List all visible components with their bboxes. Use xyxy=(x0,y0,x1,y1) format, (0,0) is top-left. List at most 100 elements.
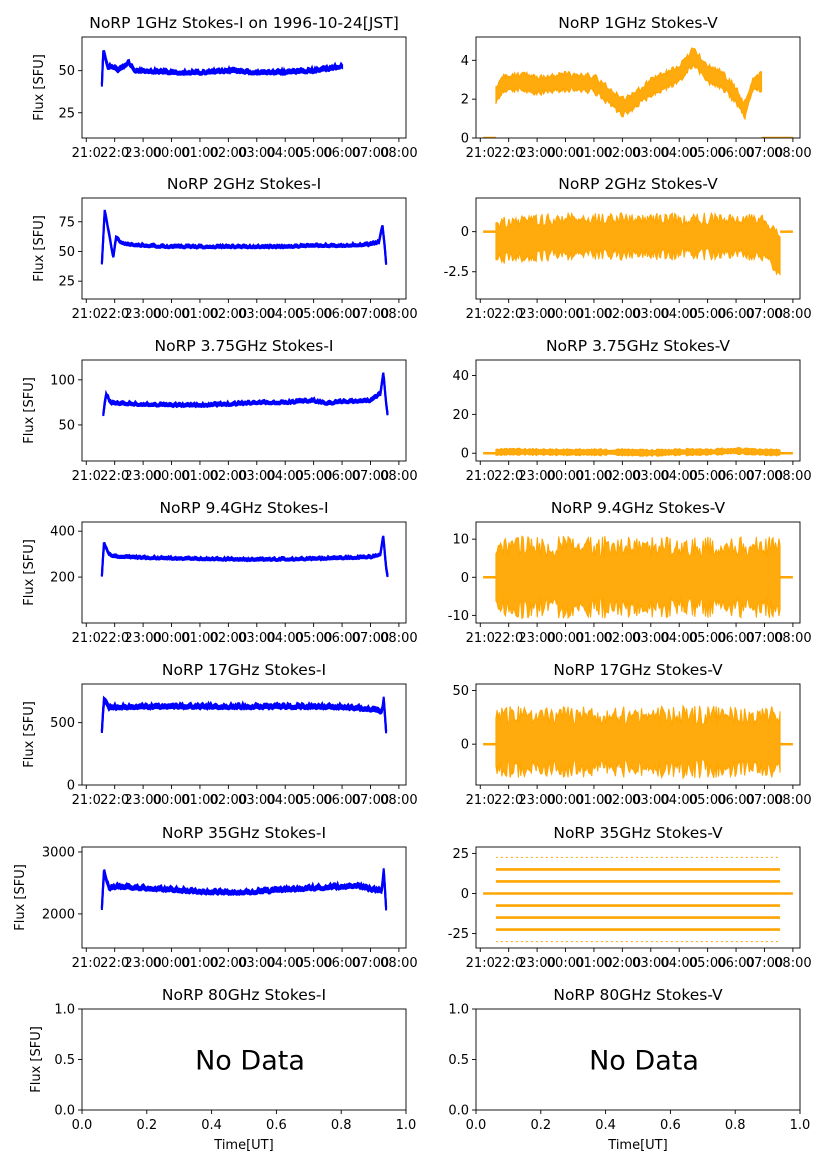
x-tick-label: 04:00 xyxy=(266,146,303,161)
y-tick-label: 20 xyxy=(452,408,469,423)
y-axis-label: Flux [SFU] xyxy=(32,54,47,121)
axes-frame xyxy=(475,359,801,462)
x-tick-label: 03:00 xyxy=(238,631,275,646)
stokes-i-trace xyxy=(100,695,388,732)
y-tick-label: 2000 xyxy=(42,907,75,922)
no-data-annotation: No Data xyxy=(195,1046,305,1077)
x-tick-label: 05:00 xyxy=(689,793,726,808)
x-tick-label: 00:00 xyxy=(153,793,190,808)
stokes-i-series xyxy=(100,696,388,734)
axes-frame xyxy=(81,521,407,624)
subplot-2: 0 2 4 21:0 22:023:0000:0001:0002:0003:0004:0… xyxy=(461,14,812,161)
subplot-title: NoRP 2GHz Stokes-V xyxy=(558,175,718,193)
subplot-6: 0 20 40 21:0 22:023:0000:0001:0002:0003:0004… xyxy=(452,337,811,484)
stokes-i-trace xyxy=(102,372,389,415)
y-tick-label: 50 xyxy=(452,684,469,699)
axes-frame xyxy=(475,197,801,300)
x-tick-label: 05:00 xyxy=(689,956,726,971)
axes-frame xyxy=(475,846,801,949)
subplot-title: NoRP 9.4GHz Stokes-I xyxy=(159,499,328,517)
y-axis-label: Flux [SFU] xyxy=(13,864,28,931)
x-tick-label: 00:00 xyxy=(547,469,584,484)
x-tick-label: 08:00 xyxy=(774,146,811,161)
x-tick-label: 05:00 xyxy=(295,793,332,808)
y-tick-label: 0 xyxy=(461,447,469,462)
x-tick-label: 04:00 xyxy=(266,631,303,646)
x-tick-label: 01:00 xyxy=(181,146,218,161)
x-tick-label: 22:0 xyxy=(494,631,523,646)
axes-frame xyxy=(81,846,407,949)
x-tick-label: 00:00 xyxy=(153,956,190,971)
y-axis-label: Flux [SFU] xyxy=(22,377,37,444)
subplot-title: NoRP 17GHz Stokes-V xyxy=(553,661,723,679)
x-tick-label: 03:00 xyxy=(632,307,669,322)
x-tick-label: 01:00 xyxy=(575,956,612,971)
x-tick-label: 23:00 xyxy=(124,146,161,161)
subplot-title: NoRP 17GHz Stokes-I xyxy=(162,661,326,679)
plot-area xyxy=(100,209,388,265)
stokes-i-series xyxy=(102,372,389,417)
y-tick-label: 0.5 xyxy=(54,1053,75,1068)
y-tick-label: 10 xyxy=(452,533,469,548)
x-tick-label: 06:00 xyxy=(717,956,754,971)
y-tick-label: 2 xyxy=(461,93,469,108)
x-tick-label: 07:00 xyxy=(746,793,783,808)
y-tick-label: 50 xyxy=(58,245,75,260)
x-tick-label: 08:00 xyxy=(380,307,417,322)
x-tick-label: 04:00 xyxy=(660,631,697,646)
x-tick-label: 02:00 xyxy=(604,146,641,161)
x-tick-label: 22:0 xyxy=(494,469,523,484)
axes-frame xyxy=(475,683,801,786)
x-tick-label: 06:00 xyxy=(323,631,360,646)
x-tick-label: 22:0 xyxy=(494,146,523,161)
y-tick-label: 50 xyxy=(58,64,75,79)
x-tick-label: 21:0 xyxy=(72,146,101,161)
x-tick-label: 02:00 xyxy=(210,469,247,484)
x-tick-label: 05:00 xyxy=(295,956,332,971)
subplot-title: NoRP 3.75GHz Stokes-I xyxy=(155,337,334,355)
x-tick-label: 06:00 xyxy=(717,146,754,161)
x-tick-label: 07:00 xyxy=(352,146,389,161)
x-tick-label: 21:0 xyxy=(72,956,101,971)
y-tick-label: 3000 xyxy=(42,845,75,860)
x-tick-label: 00:00 xyxy=(153,469,190,484)
x-tick-label: 00:00 xyxy=(547,307,584,322)
y-axis-label: Flux [SFU] xyxy=(22,539,37,606)
x-tick-label: 22:0 xyxy=(494,793,523,808)
y-tick-label: 200 xyxy=(50,571,75,586)
x-tick-label: 0.6 xyxy=(660,1118,681,1133)
y-tick-label: 0 xyxy=(461,887,469,902)
x-tick-label: 00:00 xyxy=(547,956,584,971)
y-tick-label: 4 xyxy=(461,54,469,69)
x-tick-label: 0.2 xyxy=(530,1118,551,1133)
y-tick-label: 0.0 xyxy=(54,1104,75,1119)
x-tick-label: 23:00 xyxy=(124,307,161,322)
x-tick-label: 0.4 xyxy=(201,1118,222,1133)
x-tick-label: 04:00 xyxy=(660,469,697,484)
x-tick-label: 08:00 xyxy=(774,307,811,322)
stokes-i-series xyxy=(100,50,344,87)
x-tick-label: 23:00 xyxy=(124,469,161,484)
subplot-11: 2000 3000 21:0 22:023:0000:0001:0002:0003:0… xyxy=(13,824,418,971)
x-tick-label: 07:00 xyxy=(352,631,389,646)
x-tick-label: 07:00 xyxy=(746,469,783,484)
x-tick-label: 07:00 xyxy=(352,469,389,484)
x-tick-label: 02:00 xyxy=(604,307,641,322)
stokes-v-series xyxy=(495,46,763,121)
plot-area xyxy=(483,211,793,276)
plot-area xyxy=(100,535,389,578)
x-tick-label: 00:00 xyxy=(153,631,190,646)
x-tick-label: 1.0 xyxy=(790,1118,811,1133)
x-tick-label: 08:00 xyxy=(774,631,811,646)
x-tick-label: 23:00 xyxy=(518,793,555,808)
y-tick-label: 100 xyxy=(50,373,75,388)
x-tick-label: 01:00 xyxy=(181,956,218,971)
stokes-v-series xyxy=(495,704,781,780)
x-tick-label: 03:00 xyxy=(632,469,669,484)
x-tick-label: 00:00 xyxy=(547,793,584,808)
stokes-i-series xyxy=(100,868,388,911)
x-tick-label: 03:00 xyxy=(238,956,275,971)
x-tick-label: 03:00 xyxy=(238,469,275,484)
stokes-i-trace xyxy=(100,209,388,264)
x-tick-label: 01:00 xyxy=(575,631,612,646)
